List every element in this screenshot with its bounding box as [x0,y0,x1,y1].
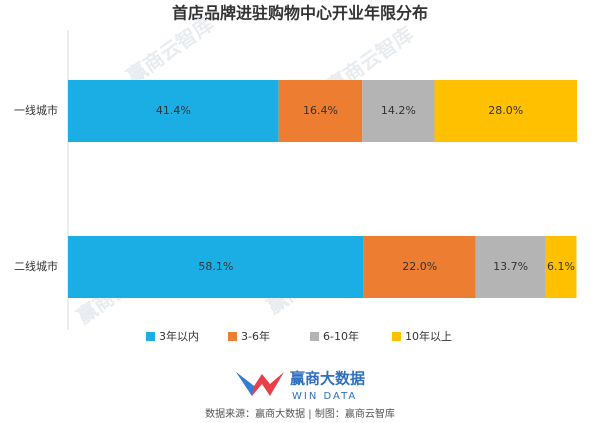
legend-label: 6-10年 [323,329,359,343]
bar-segment [545,236,577,298]
y-tick-label: 一线城市 [14,103,58,117]
logo-subtext: WIN DATA [292,391,357,402]
data-label: 58.1% [198,260,233,273]
bar-segment [434,80,577,142]
bar-segment [475,236,546,298]
data-label: 41.4% [156,104,191,117]
legend-swatch [310,332,319,341]
logo-icon [236,372,254,396]
data-label: 16.4% [303,104,338,117]
y-tick-label: 二线城市 [14,259,58,273]
legend-swatch [392,332,401,341]
legend-label: 10年以上 [405,329,452,343]
data-label: 14.2% [381,104,416,117]
legend-swatch [228,332,237,341]
watermark: 赢商云智库 [122,12,218,89]
bar-segment [278,80,363,142]
legend-swatch [146,332,155,341]
bar-segment [363,236,476,298]
bar-segment [68,80,279,142]
chart-title: 首店品牌进驻购物中心开业年限分布 [172,4,428,23]
logo-text: 赢商大数据 [290,370,365,388]
bar-segment [362,80,435,142]
legend-label: 3-6年 [241,329,270,343]
bar-segment [68,236,364,298]
data-label: 28.0% [488,104,523,117]
logo [236,372,284,396]
source: 数据来源：赢商大数据 | 制图：赢商云智库 [205,407,395,420]
legend-label: 3年以内 [159,329,199,343]
data-label: 13.7% [493,260,528,273]
data-label: 6.1% [547,260,575,273]
logo-icon [236,372,284,396]
data-label: 22.0% [402,260,437,273]
